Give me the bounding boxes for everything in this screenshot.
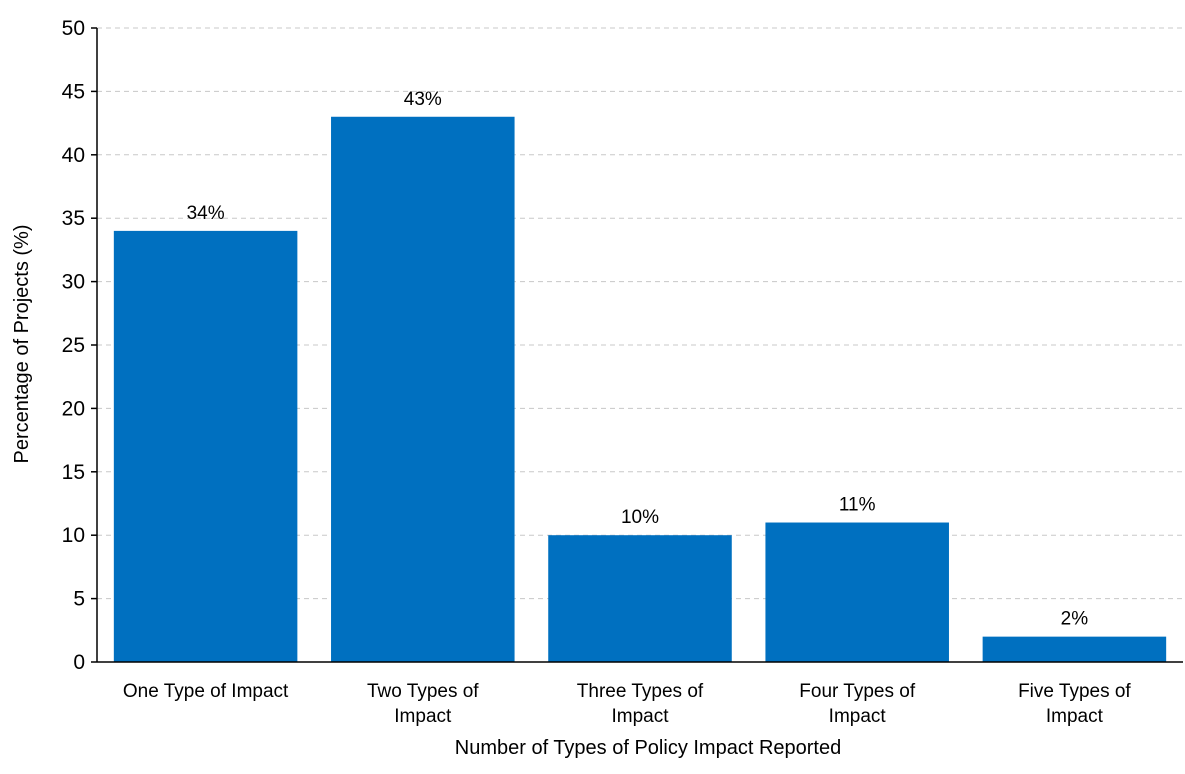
y-tick-label: 35 bbox=[62, 207, 85, 230]
bar bbox=[331, 116, 515, 662]
x-tick-label: Impact bbox=[829, 706, 887, 727]
y-tick-label: 15 bbox=[62, 461, 85, 484]
data-label: 2% bbox=[1061, 609, 1089, 630]
y-tick-label: 5 bbox=[73, 588, 85, 611]
y-tick-label: 50 bbox=[62, 17, 85, 40]
data-label: 11% bbox=[839, 495, 876, 516]
axes bbox=[91, 27, 1183, 663]
bars bbox=[113, 116, 1167, 662]
x-tick-label: Impact bbox=[611, 706, 669, 727]
data-label: 43% bbox=[404, 89, 442, 110]
x-tick-label: Four Types of bbox=[799, 681, 916, 702]
bar bbox=[765, 522, 949, 662]
x-tick-label: One Type of Impact bbox=[123, 681, 289, 702]
y-tick-label: 0 bbox=[73, 651, 85, 674]
data-label: 34% bbox=[187, 203, 225, 224]
bar bbox=[113, 230, 298, 662]
bar bbox=[548, 535, 732, 662]
y-tick-label: 25 bbox=[62, 334, 85, 357]
x-tick-label: Three Types of bbox=[577, 681, 704, 702]
labels: 0 5 10 15 20 25 30 35 40 45 50 34% One Type of Impac… bbox=[62, 17, 1132, 727]
y-tick-label: 20 bbox=[62, 397, 85, 420]
y-tick-label: 30 bbox=[62, 271, 85, 294]
y-tick-label: 45 bbox=[62, 80, 85, 103]
data-label: 10% bbox=[621, 507, 659, 528]
bar bbox=[982, 636, 1167, 662]
x-tick-label: Five Types of bbox=[1018, 681, 1131, 702]
x-tick-label: Two Types of bbox=[367, 681, 479, 702]
y-tick-label: 10 bbox=[62, 524, 85, 547]
x-tick-label: Impact bbox=[1046, 706, 1104, 727]
x-tick-label: Impact bbox=[394, 706, 452, 727]
y-axis-title: Percentage of Projects (%) bbox=[11, 225, 33, 464]
y-tick-label: 40 bbox=[62, 144, 85, 167]
x-axis-title: Number of Types of Policy Impact Reporte… bbox=[455, 737, 841, 759]
